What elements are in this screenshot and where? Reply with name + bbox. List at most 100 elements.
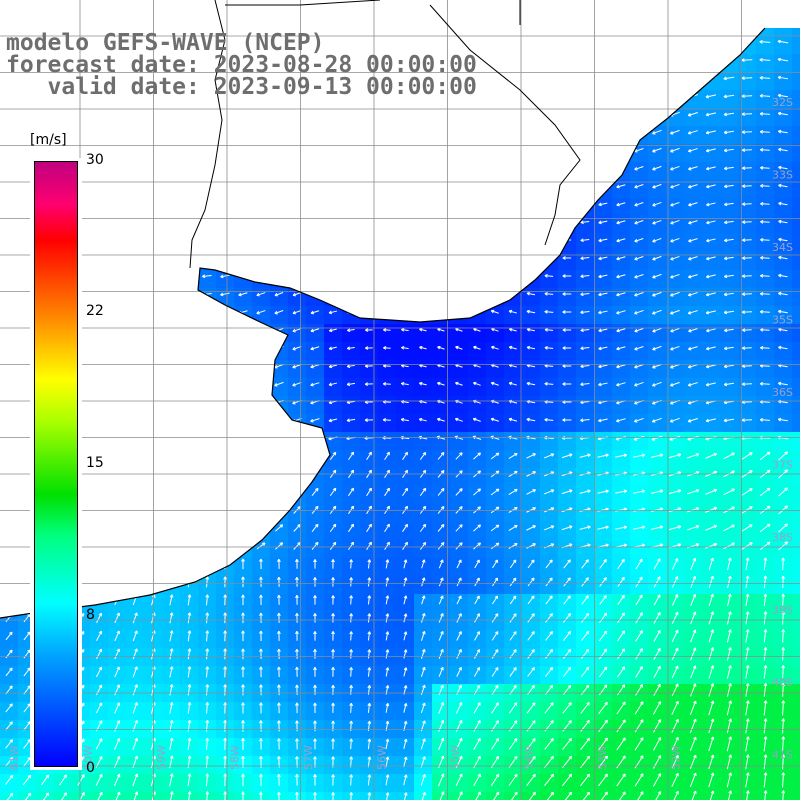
wind-arrow [310,364,320,369]
wind-arrow [419,451,427,460]
wind-arrow [455,452,463,460]
wind-arrow [508,702,518,714]
wind-arrow [580,220,590,225]
wind-arrow [492,577,499,587]
wind-arrow [669,417,680,423]
wind-arrow [616,184,626,189]
wind-arrow [708,611,715,625]
wind-arrow [778,381,788,386]
wind-arrow [277,738,281,750]
wind-arrow [241,648,245,660]
wind-arrow [723,166,734,171]
wind-arrow [759,57,771,62]
wind-arrow [256,292,266,297]
wind-arrow [617,612,626,624]
wind-arrow [526,543,536,549]
wind-arrow [598,612,608,624]
wind-arrow [598,274,608,279]
longitude-label: 56W [376,745,389,770]
wind-arrow [349,702,354,713]
wind-arrow [403,649,408,659]
wind-arrow [544,417,554,422]
wind-arrow [5,631,13,641]
wind-arrow [385,756,390,768]
wind-arrow [688,220,698,225]
wind-arrow [241,702,245,714]
wind-arrow [671,611,679,625]
wind-arrow [760,183,770,188]
wind-arrow [597,453,609,458]
wind-arrow [705,274,716,279]
wind-arrow [705,94,717,99]
wind-arrow [492,559,499,569]
land-mask [0,0,800,618]
wind-arrow [456,613,462,623]
wind-arrow [777,111,788,116]
wind-arrow [580,346,590,351]
wind-arrow [526,417,536,422]
wind-arrow [366,451,372,461]
wind-arrow [742,328,752,332]
wind-arrow [438,595,444,605]
wind-arrow [42,792,50,800]
wind-arrow [598,701,608,715]
wind-arrow [745,754,750,770]
wind-arrow [385,649,390,659]
wind-arrow [364,382,373,386]
wind-arrow [295,558,299,569]
wind-arrow [705,148,716,153]
wind-arrow [579,453,591,458]
colorbar-tick: 15 [86,455,104,471]
wind-arrow [187,684,192,696]
wind-arrow [456,666,462,677]
wind-arrow [385,595,390,605]
wind-arrow [598,773,608,787]
wind-arrow [759,541,771,551]
wind-arrow [690,665,697,679]
wind-arrow [760,255,770,260]
wind-arrow [115,791,121,800]
wind-arrow [187,612,192,624]
wind-arrow [778,273,788,278]
wind-arrow [763,790,768,800]
wind-arrow [741,452,753,460]
wind-arrow [456,559,462,569]
wind-arrow [562,737,572,750]
wind-arrow [331,667,335,677]
wind-arrow [366,541,372,551]
wind-arrow [653,665,661,678]
wind-arrow [686,507,700,513]
wind-arrow [760,327,770,332]
wind-arrow [96,666,103,678]
wind-arrow [310,382,320,387]
wind-arrow [706,220,716,225]
wind-arrow [545,595,553,605]
wind-arrow [385,559,390,569]
longitude-label: 61W [8,745,21,770]
wind-arrow [687,148,698,153]
wind-arrow [634,220,644,225]
wind-arrow [385,631,390,641]
wind-arrow [259,791,263,800]
wind-arrow [402,541,409,550]
wind-arrow [439,791,445,800]
longitude-label: 52W [670,745,683,770]
longitude-labels: 61W 60W 59W 58W 57W 56W 55W 54W 53W 52W [8,745,683,770]
wind-arrow [760,219,770,224]
wind-arrow [455,345,463,350]
wind-arrow [616,773,626,787]
latitude-label: 39S [772,604,793,617]
wind-arrow [328,382,338,387]
wind-arrow [259,648,263,660]
wind-arrow [205,737,210,750]
wind-arrow [778,487,788,497]
colorbar-tick: 30 [86,152,104,168]
wind-arrow [349,595,354,605]
wind-arrow [508,542,518,549]
wind-arrow [562,702,572,714]
wind-arrow [669,453,682,459]
wind-arrow [726,700,732,716]
wind-arrow [4,774,14,785]
wind-arrow [545,631,553,641]
wind-arrow [599,595,607,605]
